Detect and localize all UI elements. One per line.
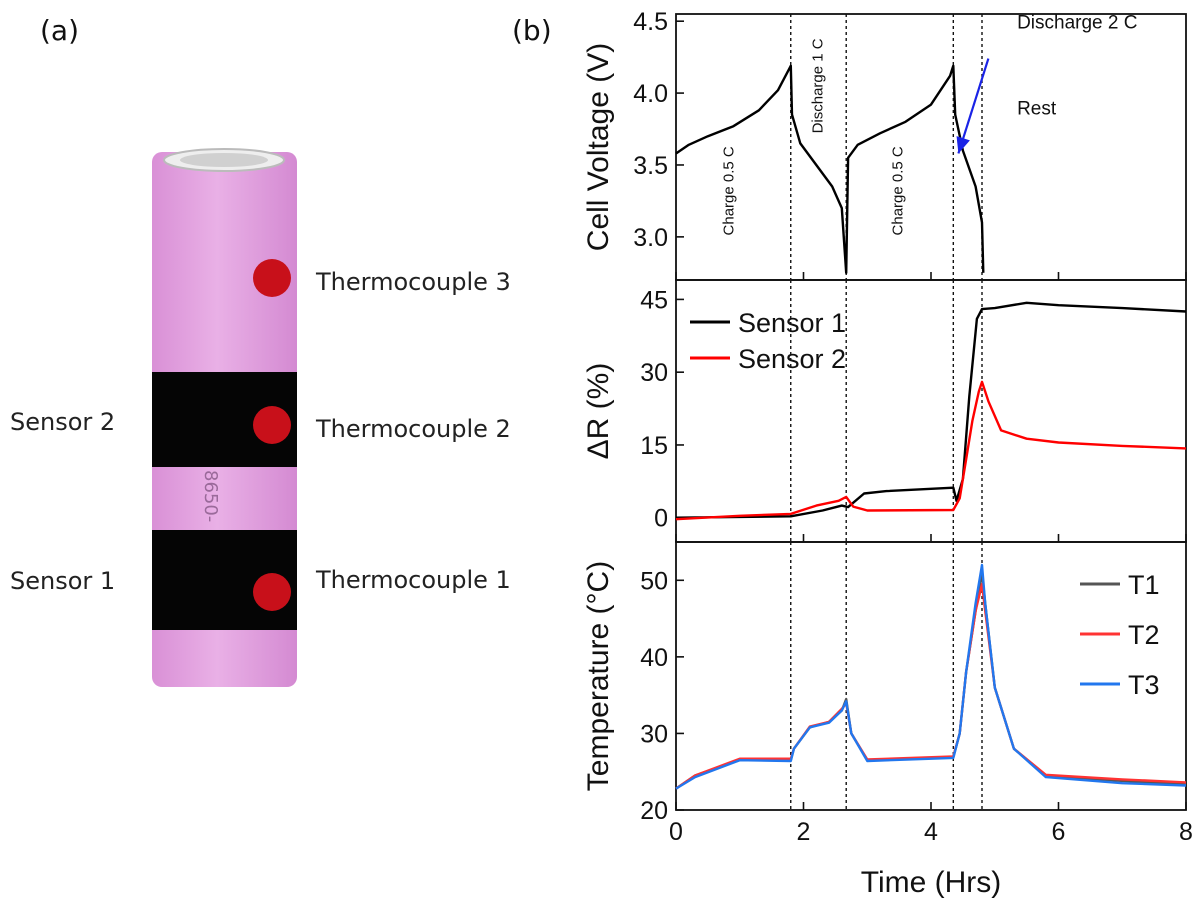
y-tick-label: 40 xyxy=(640,644,668,672)
x-axis-title: Time (Hrs) xyxy=(861,866,1002,899)
arrow-shaft xyxy=(957,58,990,154)
panel-b-label: (b) xyxy=(512,14,552,47)
chart-resistance: 0 15 30 45 ΔR (%) Sensor 1 Sensor 2 xyxy=(582,279,1187,543)
y-tick-label: 3.0 xyxy=(633,224,668,252)
panel-a-label: (a) xyxy=(40,14,79,47)
chart-voltage: 3.0 3.5 4.0 4.5 Cell Voltage (V) Charge 0.5 C… xyxy=(582,8,1187,281)
series-line-voltage xyxy=(675,64,985,274)
y-axis-title: Temperature (°C) xyxy=(582,561,615,791)
annotation-label: Discharge 2 C xyxy=(1017,12,1137,33)
y-tick-label: 20 xyxy=(640,797,668,825)
thermocouple-2-label: Thermocouple 2 xyxy=(315,415,511,443)
cell-terminal xyxy=(180,153,268,167)
sensor-1-label: Sensor 1 xyxy=(10,567,115,595)
series-line-t3 xyxy=(675,563,1187,790)
series-line-sensor-1 xyxy=(675,301,1187,519)
legend-label: T3 xyxy=(1128,670,1160,700)
thermocouple-1-label: Thermocouple 1 xyxy=(315,566,511,594)
charts: 3.0 3.5 4.0 4.5 Cell Voltage (V) Charge 0.5 C… xyxy=(582,8,1193,899)
series-line-sensor-2 xyxy=(675,380,1187,521)
y-tick-label: 50 xyxy=(640,567,668,595)
y-tick-label: 30 xyxy=(640,359,668,387)
annotation-label: Charge 0.5 C xyxy=(720,146,737,235)
panel-b: (b) 3.0 3.5 4.0 4.5 Cell Voltage (V) Charge 0… xyxy=(512,8,1193,899)
x-tick-label: 6 xyxy=(1052,818,1066,846)
legend-label: Sensor 1 xyxy=(738,308,846,338)
x-tick-label: 8 xyxy=(1179,818,1193,846)
legend-label: T1 xyxy=(1128,570,1160,600)
legend-label: Sensor 2 xyxy=(738,344,846,374)
annotation-label: Discharge 1 C xyxy=(810,38,827,133)
x-tick-label: 2 xyxy=(797,818,811,846)
y-tick-label: 45 xyxy=(640,286,668,314)
arrow-head xyxy=(956,136,970,154)
sensor-2-label: Sensor 2 xyxy=(10,408,115,436)
y-tick-label: 4.5 xyxy=(633,8,668,36)
y-tick-label: 15 xyxy=(640,432,668,460)
cell-print: 8650- xyxy=(200,470,221,522)
y-tick-label: 0 xyxy=(654,505,668,533)
thermocouple-1-dot xyxy=(253,573,291,611)
y-axis-title: Cell Voltage (V) xyxy=(582,43,615,251)
y-axis-title: ΔR (%) xyxy=(582,363,615,460)
plot-frame xyxy=(675,541,1187,811)
y-tick-label: 3.5 xyxy=(633,152,668,180)
thermocouple-2-dot xyxy=(253,406,291,444)
thermocouple-3-dot xyxy=(253,259,291,297)
chart-temperature: 20 30 40 50 0 2 4 6 8 Temperature (°C) T1 T2 T3 xyxy=(582,541,1193,846)
x-tick-label: 0 xyxy=(669,818,683,846)
y-tick-label: 30 xyxy=(640,720,668,748)
x-tick-label: 4 xyxy=(924,818,938,846)
annotation-label: Rest xyxy=(1017,99,1057,120)
battery-cell: 8650- xyxy=(152,148,297,687)
annotation-label: Charge 0.5 C xyxy=(889,146,906,235)
legend-label: T2 xyxy=(1128,620,1160,650)
thermocouple-3-label: Thermocouple 3 xyxy=(315,268,511,296)
y-tick-label: 4.0 xyxy=(633,80,668,108)
panel-a: (a) 8650- Thermocouple 3 Thermocouple 2 … xyxy=(10,14,511,687)
plot-frame xyxy=(675,13,1187,281)
